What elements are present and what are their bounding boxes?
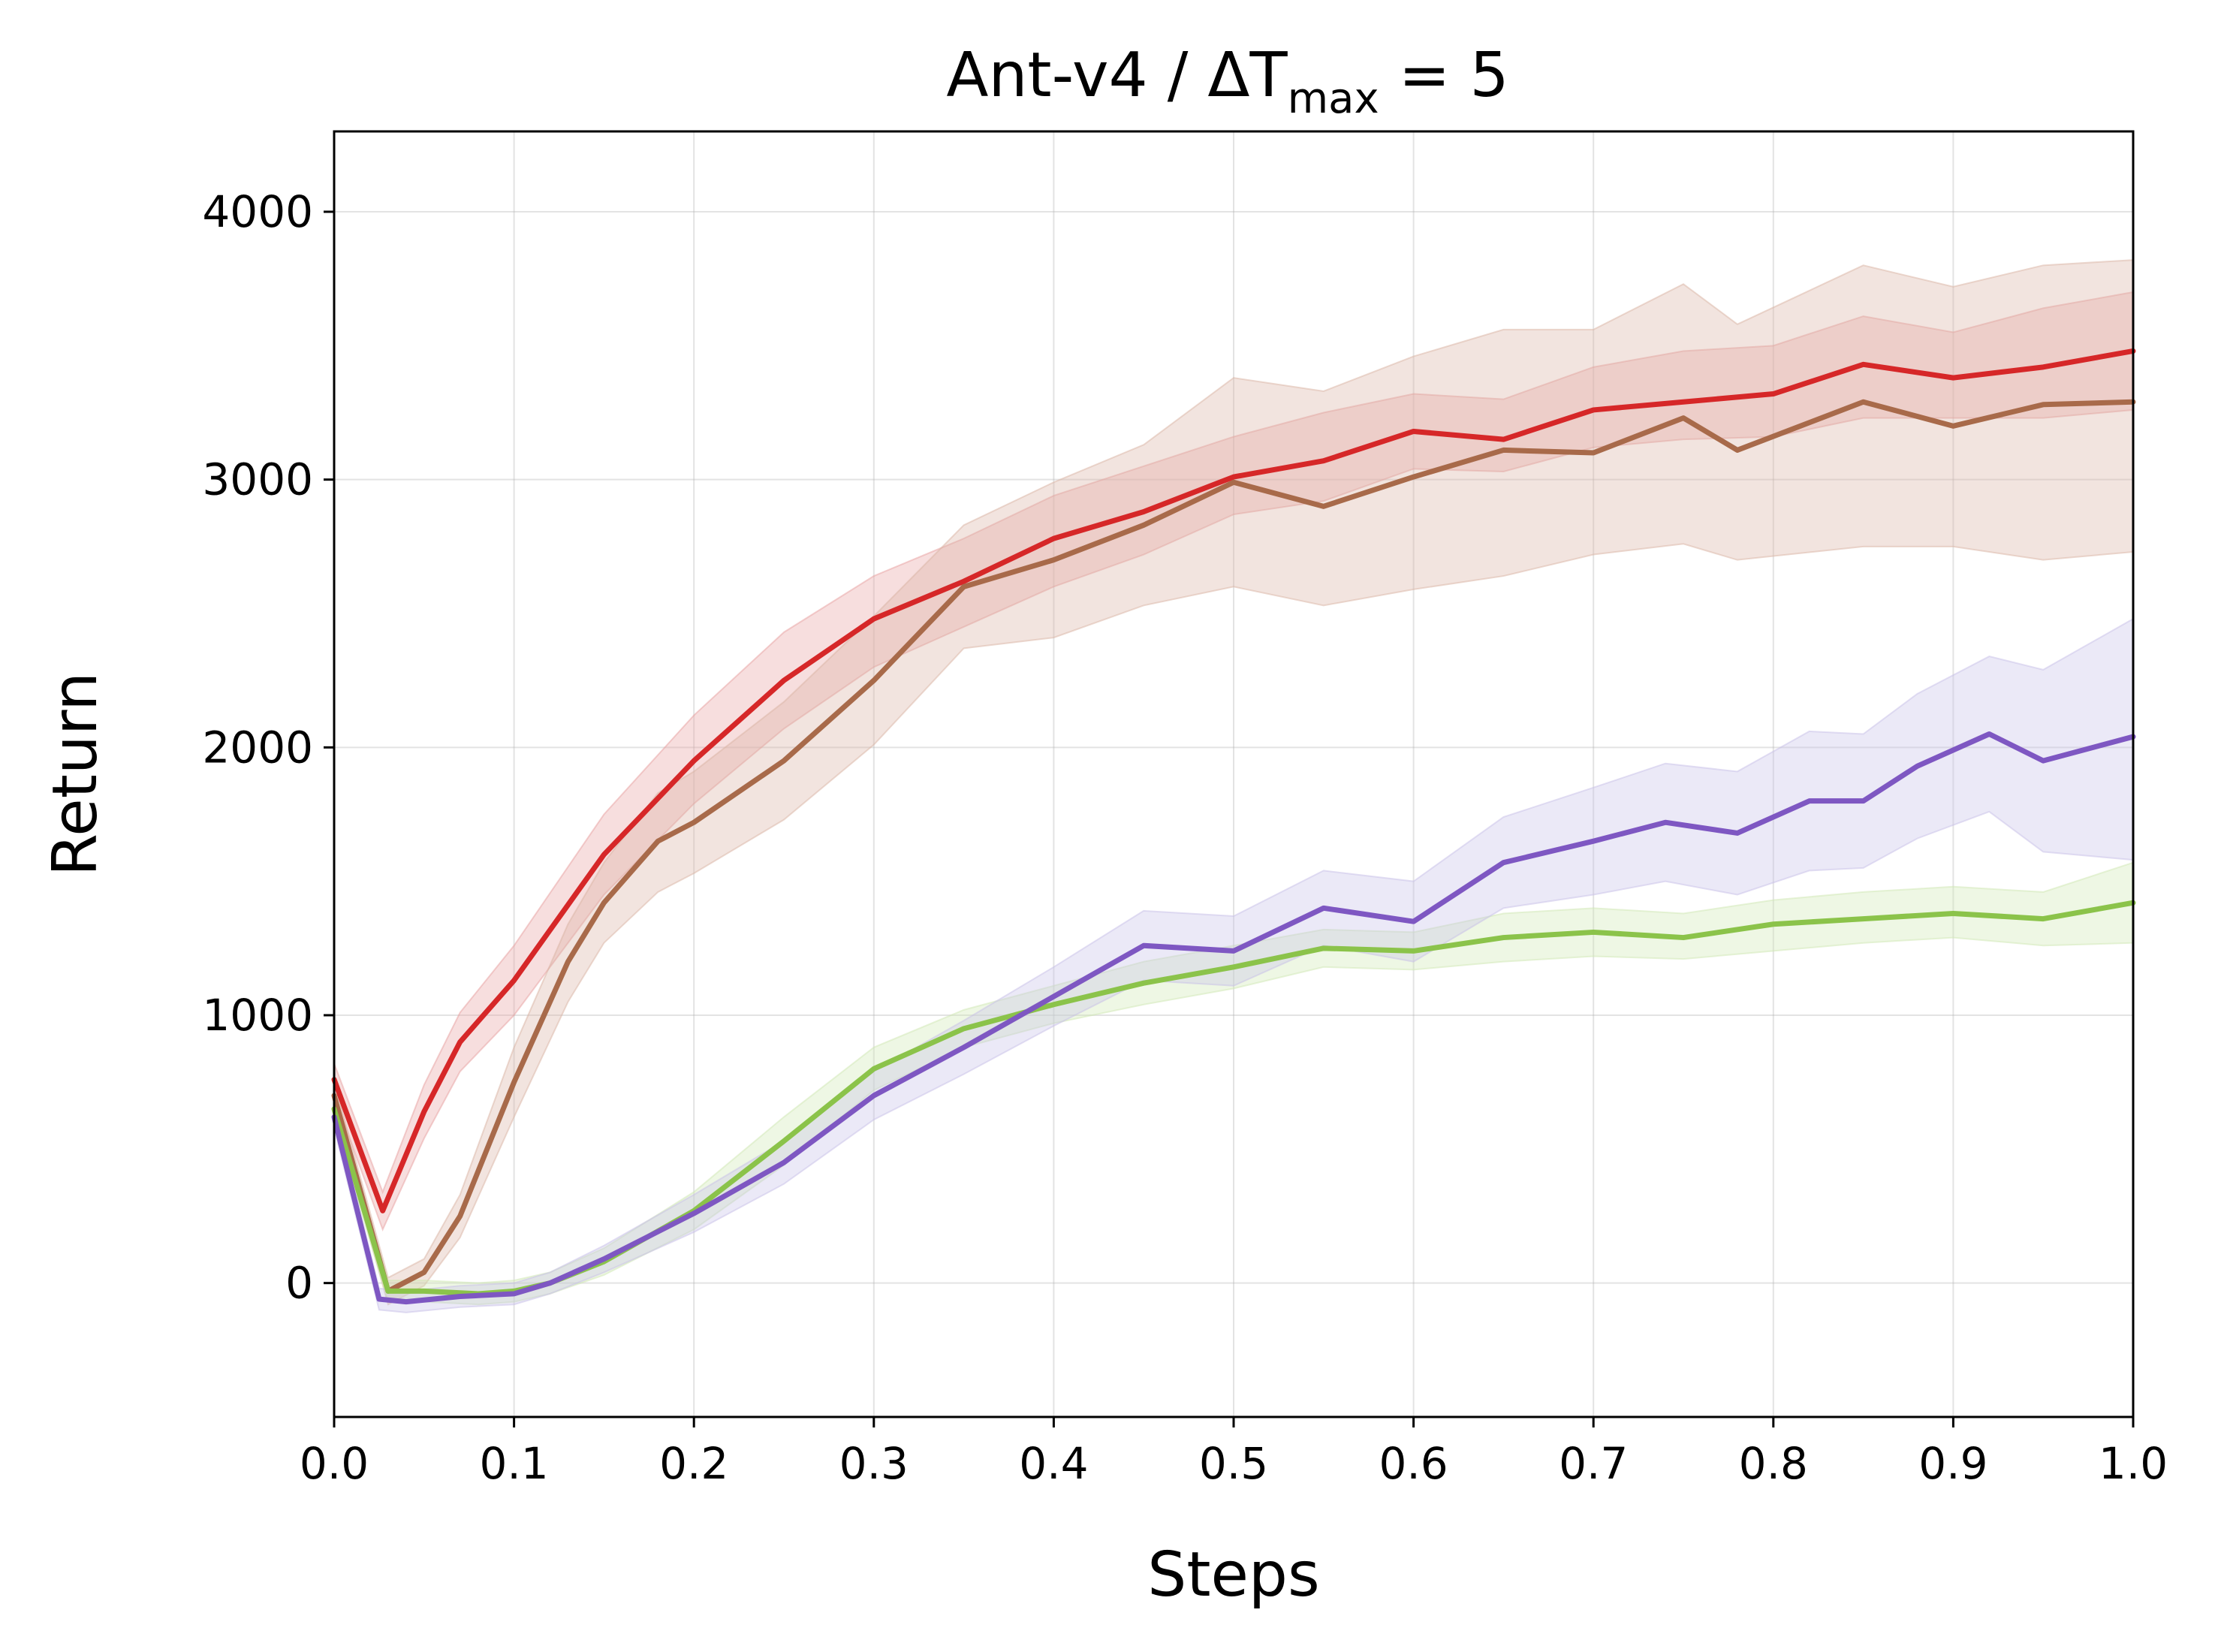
- x-tick-label: 1.0: [2099, 1438, 2168, 1489]
- y-axis-label: Return: [40, 672, 111, 876]
- x-tick-label: 0.1: [479, 1438, 548, 1489]
- y-tick-label: 2000: [202, 722, 313, 773]
- x-tick-label: 0.7: [1559, 1438, 1628, 1489]
- chart-title-main: Ant-v4 / ΔT: [946, 40, 1288, 111]
- y-axis-ticks: 0 1000 2000 3000 4000: [202, 186, 334, 1309]
- x-tick-label: 0.2: [659, 1438, 728, 1489]
- x-tick-label: 0.8: [1739, 1438, 1808, 1489]
- x-tick-label: 0.0: [300, 1438, 369, 1489]
- x-tick-label: 0.3: [839, 1438, 909, 1489]
- chart-title: Ant-v4 / ΔTmax = 5: [946, 40, 1508, 123]
- series-lines: [331, 348, 2136, 1305]
- y-tick-label: 4000: [202, 186, 313, 237]
- x-tick-label: 0.5: [1199, 1438, 1268, 1489]
- y-tick-label: 0: [285, 1258, 313, 1309]
- y-tick-label: 3000: [202, 454, 313, 505]
- series-4-line: [331, 731, 2136, 1305]
- x-tick-label: 0.6: [1379, 1438, 1448, 1489]
- y-tick-label: 1000: [202, 990, 313, 1041]
- chart-title-suffix: = 5: [1379, 40, 1509, 111]
- chart-title-subscript: max: [1288, 74, 1379, 123]
- series-1-line: [331, 348, 2136, 1213]
- x-axis-label: Steps: [1147, 1539, 1319, 1611]
- x-tick-label: 0.4: [1019, 1438, 1088, 1489]
- series-2-line: [331, 399, 2136, 1294]
- x-tick-label: 0.9: [1918, 1438, 1987, 1489]
- x-axis-ticks: 0.0 0.1 0.2 0.3 0.4 0.5 0.6 0.7 0.8 0.9 1.0: [300, 1417, 2168, 1489]
